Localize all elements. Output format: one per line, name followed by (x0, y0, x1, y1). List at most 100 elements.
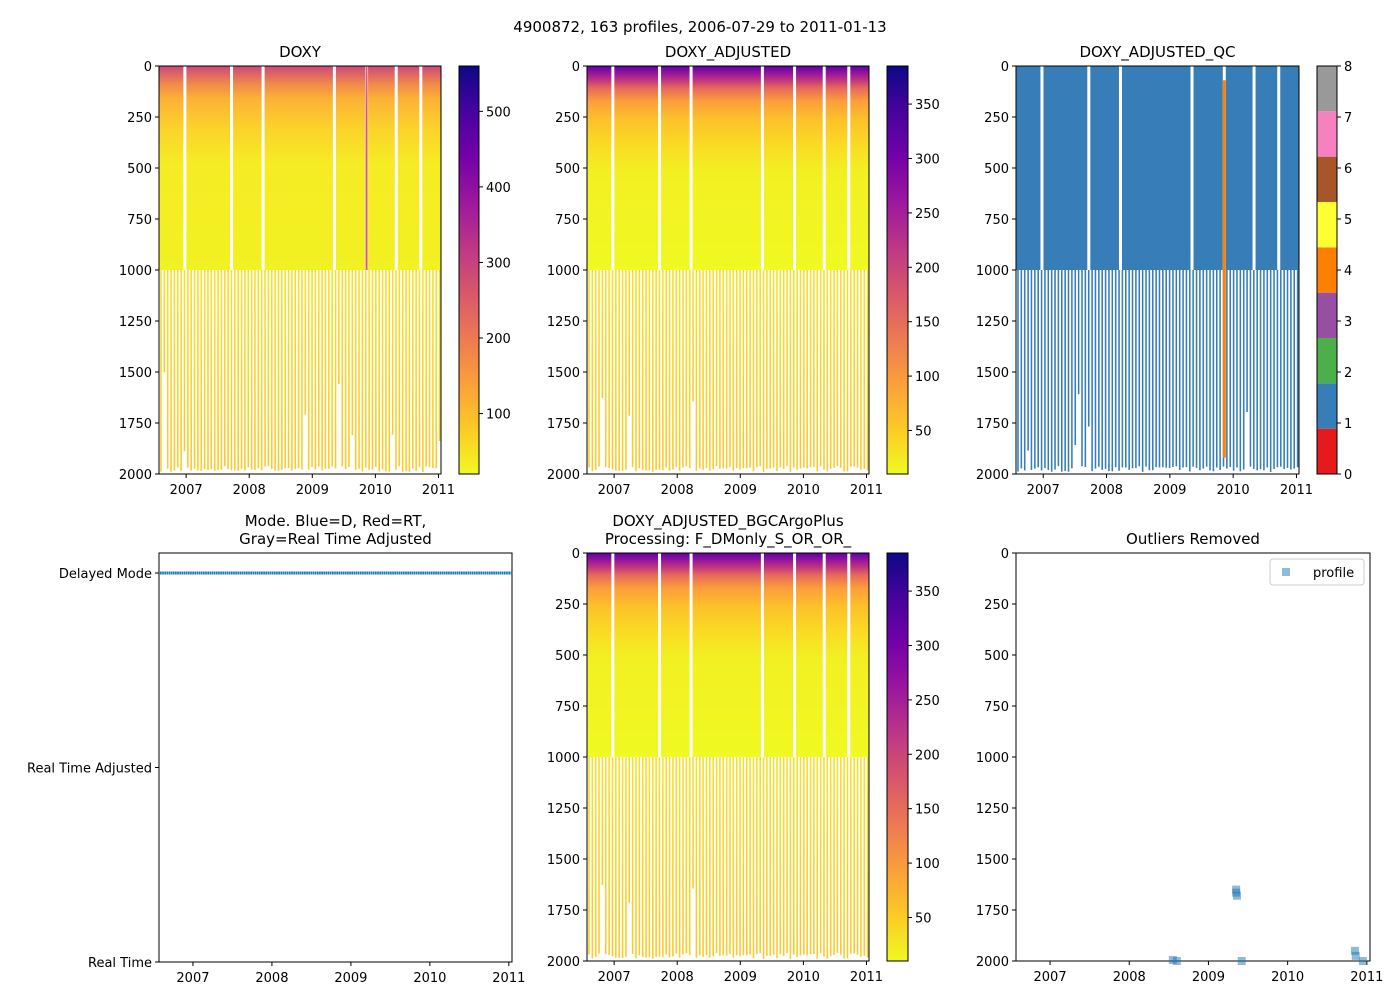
doxy_adj-profile-bar (615, 270, 617, 471)
doxy_bgc-ytick-label: 1750 (547, 904, 580, 919)
doxy-profile-bar (392, 270, 394, 435)
doxy_qc-ytick-label: 1250 (976, 315, 1009, 330)
doxy-profile-bar (237, 270, 239, 471)
doxy_qc-xtick-label: 2008 (1090, 483, 1123, 498)
mode-point (171, 572, 173, 575)
mode-point (392, 572, 394, 575)
doxy_bgc-profile-bar (776, 757, 778, 958)
doxy-gap (333, 66, 336, 270)
doxy_qc-profile-bar (1115, 270, 1117, 467)
doxy_qc-profile-bar (1048, 270, 1050, 470)
doxy_bgc-ytick-label: 1500 (547, 853, 580, 868)
doxy-ytick-label: 2000 (119, 468, 152, 483)
doxy_adj-gap (761, 66, 764, 270)
doxy_qc-profile-bar (1031, 270, 1033, 470)
outliers-xtick-label: 2009 (1192, 970, 1225, 985)
doxy_qc-profile-bar (1034, 270, 1036, 469)
doxy_adj-profile-bar (639, 270, 641, 468)
doxy-profile-bar (197, 270, 199, 471)
doxy_qc-colorbar-tick-label: 7 (1344, 111, 1352, 126)
mode-point (311, 572, 313, 575)
doxy_qc-profile-bar (1202, 270, 1204, 469)
doxy_bgc-colorbar-ramp (887, 553, 908, 961)
doxy_qc-profile-bar (1199, 270, 1201, 470)
doxy_adj-profile-bar (793, 270, 795, 468)
doxy_adj-profile-bar (863, 270, 865, 469)
mode-point (476, 572, 478, 575)
doxy_qc-colorbar-tick-label: 4 (1344, 264, 1352, 279)
doxy_bgc-profile-bar (595, 757, 597, 957)
doxy_bgc-profile-bar (746, 757, 748, 955)
doxy-profile-bar (207, 270, 209, 470)
mode-point (354, 572, 356, 575)
doxy_adj-profile-bar (605, 270, 607, 467)
doxy_qc-gap (1040, 66, 1043, 270)
mode-point (351, 572, 353, 575)
mode-point (472, 572, 474, 575)
outliers-frame (1016, 553, 1370, 961)
doxy_bgc-profile-bar (860, 757, 862, 957)
doxy_qc-profile-bar (1172, 270, 1174, 467)
doxy_bgc-profile-bar (712, 757, 714, 956)
mode-point (502, 572, 504, 575)
doxy_adj-colorbar-tick-label: 100 (915, 370, 940, 385)
doxy_bgc-profile-bar (790, 757, 792, 959)
mode-point (461, 572, 463, 575)
doxy-profile-bar (247, 270, 249, 467)
doxy_adj-xtick-label: 2010 (787, 483, 820, 498)
mode-point (246, 572, 248, 575)
doxy_qc-colorbar-segment (1317, 293, 1337, 338)
mode-point (412, 572, 414, 575)
doxy_adj-ytick-label: 1750 (547, 417, 580, 432)
doxy-profile-bar (298, 270, 300, 468)
doxy_qc-colorbar-segment (1317, 429, 1337, 474)
doxy_qc-profile-bar (1155, 270, 1157, 467)
doxy-profile-bar (305, 270, 307, 415)
doxy_qc-ytick-label: 2000 (976, 468, 1009, 483)
doxy_bgc-profile-bar (602, 757, 604, 885)
doxy_qc-profile-bar (1051, 270, 1053, 472)
doxy_qc-colorbar-segment (1317, 202, 1337, 247)
doxy_adj-colorbar-tick-label: 200 (915, 261, 940, 276)
doxy_adj-profile-bar (652, 270, 654, 472)
doxy-title: DOXY (279, 43, 322, 61)
doxy_bgc-xtick-label: 2009 (724, 970, 757, 985)
mode-point (349, 572, 351, 575)
mode-point (300, 572, 302, 575)
doxy-profile-bar (278, 270, 280, 471)
doxy_qc-profile-bar (1101, 270, 1103, 470)
mode-point (356, 572, 358, 575)
doxy_qc-profile-bar (1122, 270, 1124, 467)
doxy_bgc-profile-bar (726, 757, 728, 956)
doxy_bgc-profile-bar (850, 757, 852, 954)
doxy_adj-profile-bar (816, 270, 818, 472)
doxy_bgc-profile-bar (716, 757, 718, 953)
doxy_bgc-profile-bar (803, 757, 805, 955)
doxy_qc-xtick-label: 2007 (1027, 483, 1060, 498)
doxy_qc-profile-bar (1017, 270, 1019, 472)
doxy-profile-bar (328, 270, 330, 469)
mode-point (424, 572, 426, 575)
doxy_bgc-profile-bar (672, 757, 674, 957)
doxy-colorbar-ramp (459, 66, 479, 474)
doxy_adj-colorbar-tick-label: 250 (915, 207, 940, 222)
doxy_qc-ytick-label: 1750 (976, 417, 1009, 432)
doxy_adj-profile-bar (608, 270, 610, 468)
doxy_adj-profile-bar (853, 270, 855, 466)
doxy_adj-profile-bar (689, 270, 691, 468)
mode-point (465, 572, 467, 575)
doxy_bgc-profile-bar (810, 757, 812, 954)
doxy_bgc-ytick-label: 250 (555, 598, 580, 613)
mode-point (444, 572, 446, 575)
doxy_adj-profile-bar (843, 270, 845, 472)
doxy_qc-profile-bar (1021, 270, 1023, 468)
doxy_adj-ytick-label: 0 (572, 60, 580, 75)
doxy-profile-bar (375, 270, 377, 467)
doxy_bgc-profile-bar (675, 757, 677, 954)
mode-point (384, 572, 386, 575)
mode-point (341, 572, 343, 575)
doxy_qc-profile-bar (1108, 270, 1110, 471)
doxy-profile-bar (362, 270, 364, 472)
doxy_adj-colorbar-ramp (887, 66, 908, 474)
doxy_bgc-profile-bar (766, 757, 768, 956)
